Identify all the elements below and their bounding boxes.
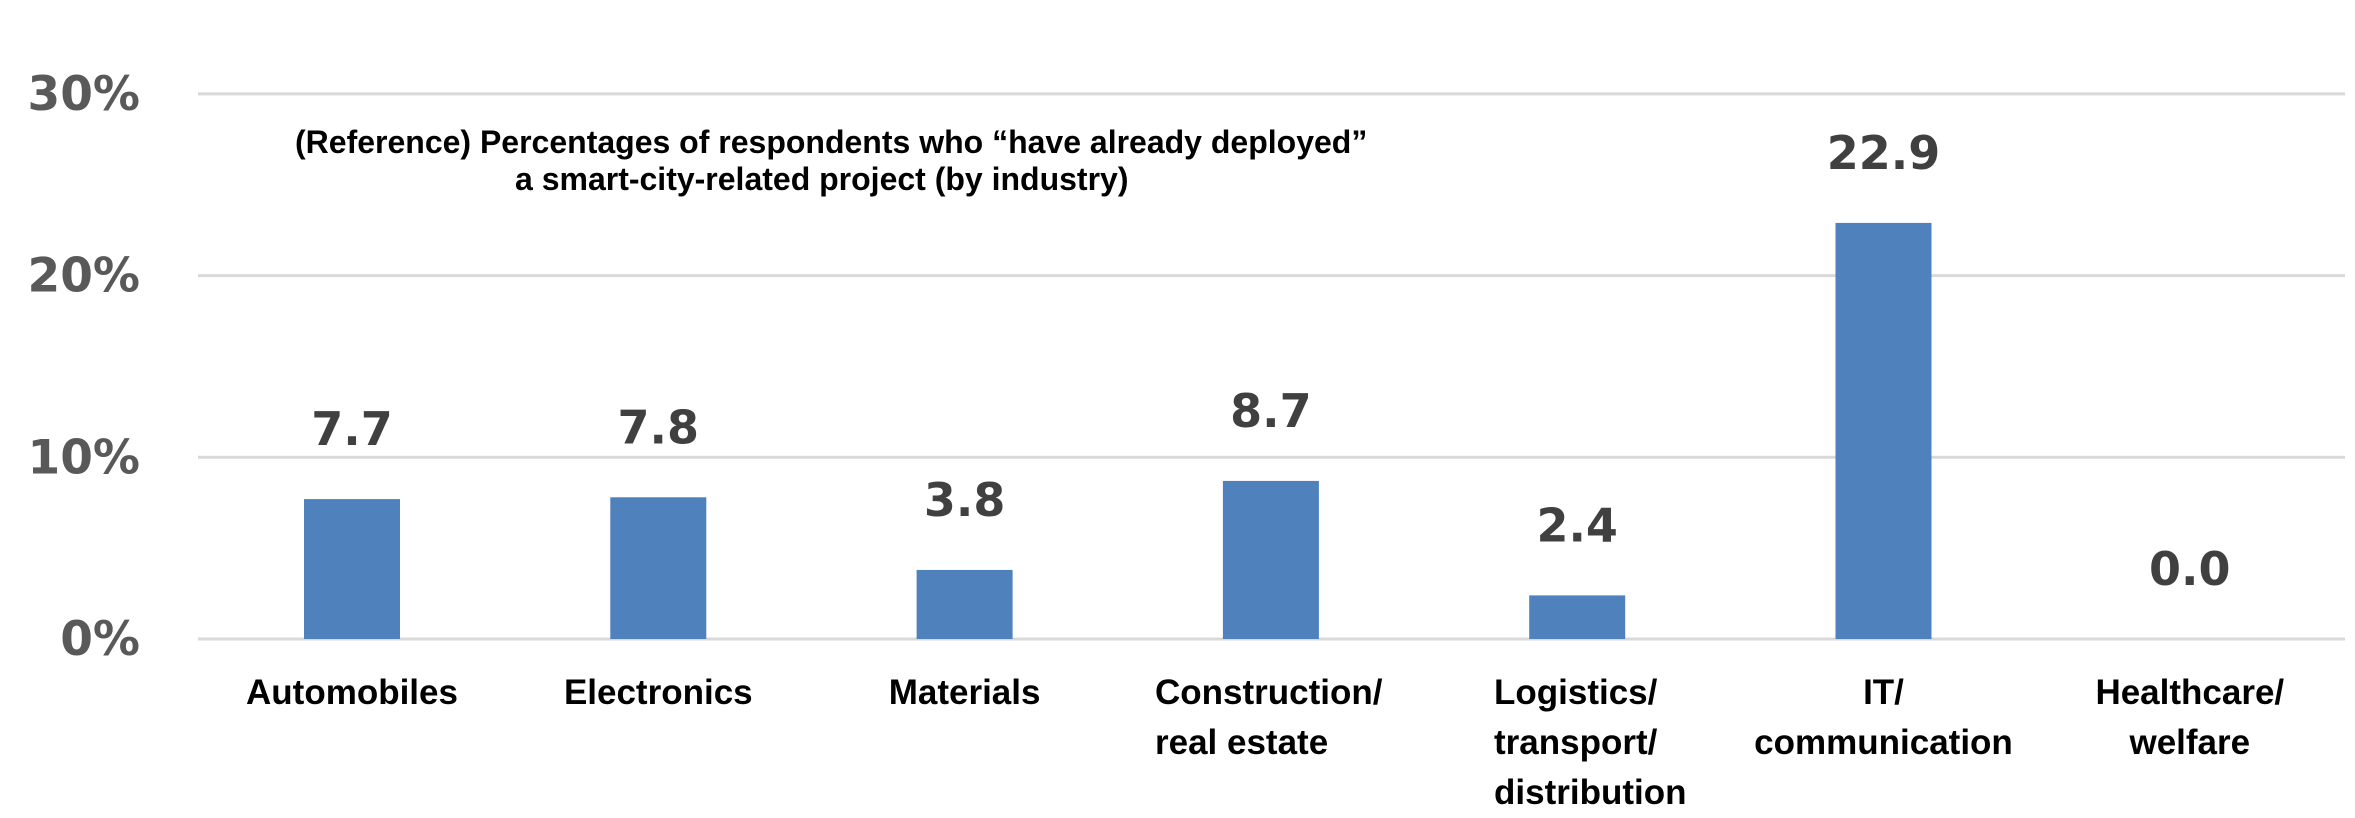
bar	[1529, 595, 1626, 639]
chart-title-line-1: (Reference) Percentages of respondents w…	[295, 124, 1367, 160]
bar	[916, 569, 1013, 639]
data-labels: 7.7 7.8 3.8 8.7 2.4 22.9 0.0	[311, 126, 2230, 596]
x-axis-category-labels: Automobiles Electronics Materials Construct…	[246, 673, 2284, 812]
data-label: 3.8	[924, 473, 1006, 527]
bar	[304, 499, 400, 639]
data-label: 2.4	[1536, 498, 1618, 552]
x-tick-label: Automobiles	[246, 673, 458, 712]
bar	[1835, 222, 1932, 640]
chart-title-line-2: a smart-city-related project (by industr…	[515, 161, 1128, 197]
x-tick-label: communication	[1754, 723, 2013, 762]
x-tick-label: distribution	[1494, 773, 1686, 812]
y-tick-label: 20%	[28, 249, 141, 304]
data-label: 22.9	[1827, 126, 1941, 180]
data-label: 0.0	[2149, 542, 2231, 596]
x-tick-label: Materials	[889, 673, 1041, 712]
x-tick-label: welfare	[2128, 723, 2250, 762]
x-tick-label: Electronics	[564, 673, 753, 712]
bar	[1222, 480, 1319, 639]
y-tick-label: 10%	[28, 430, 141, 485]
y-tick-label: 30%	[28, 67, 141, 122]
x-tick-label: real estate	[1155, 723, 1328, 762]
x-tick-label: Healthcare/	[2095, 673, 2284, 712]
bar	[610, 497, 707, 639]
data-label: 7.8	[618, 400, 700, 454]
y-axis-tick-labels: 0% 10% 20% 30%	[28, 67, 141, 667]
x-tick-label: IT/	[1863, 673, 1904, 712]
y-tick-label: 0%	[60, 612, 140, 667]
x-tick-label: Logistics/	[1494, 673, 1658, 712]
data-label: 7.7	[311, 402, 393, 456]
x-tick-label: transport/	[1494, 723, 1658, 762]
x-tick-label: Construction/	[1155, 673, 1383, 712]
data-label: 8.7	[1230, 384, 1312, 438]
chart-title: (Reference) Percentages of respondents w…	[295, 124, 1367, 197]
bars	[304, 222, 1932, 640]
